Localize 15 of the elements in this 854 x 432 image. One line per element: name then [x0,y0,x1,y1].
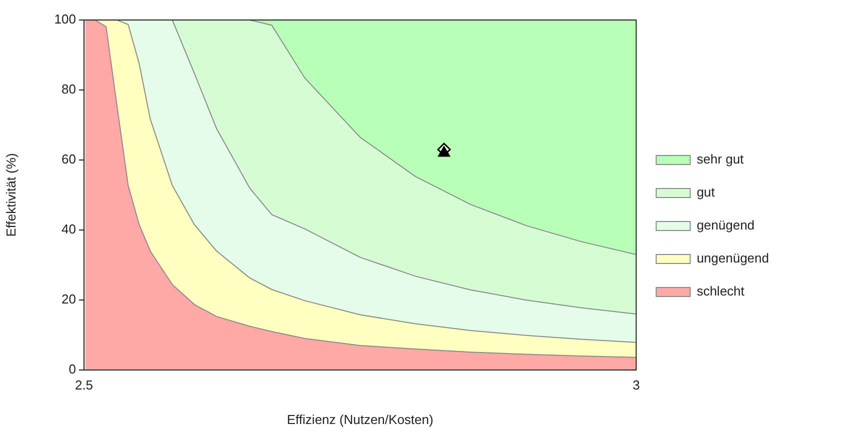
legend-label: ungenügend [696,250,770,266]
x-axis-title: Effizienz (Nutzen/Kosten) [286,412,434,427]
x-tick-label: 3 [632,377,640,392]
legend-label: gut [696,184,716,200]
legend-label: sehr gut [696,152,744,167]
legend-label: genügend [696,218,755,233]
y-tick-label: 0 [68,362,76,377]
y-tick-label: 40 [62,222,76,237]
y-tick-label: 60 [62,152,76,167]
legend-label: schlecht [696,284,745,299]
y-tick-label: 20 [62,292,76,307]
x-tick-label: 2.5 [74,377,94,392]
y-axis-title: Effektivität (%) [3,153,18,237]
y-tick-label: 100 [54,12,76,27]
y-tick-label: 80 [62,82,76,97]
